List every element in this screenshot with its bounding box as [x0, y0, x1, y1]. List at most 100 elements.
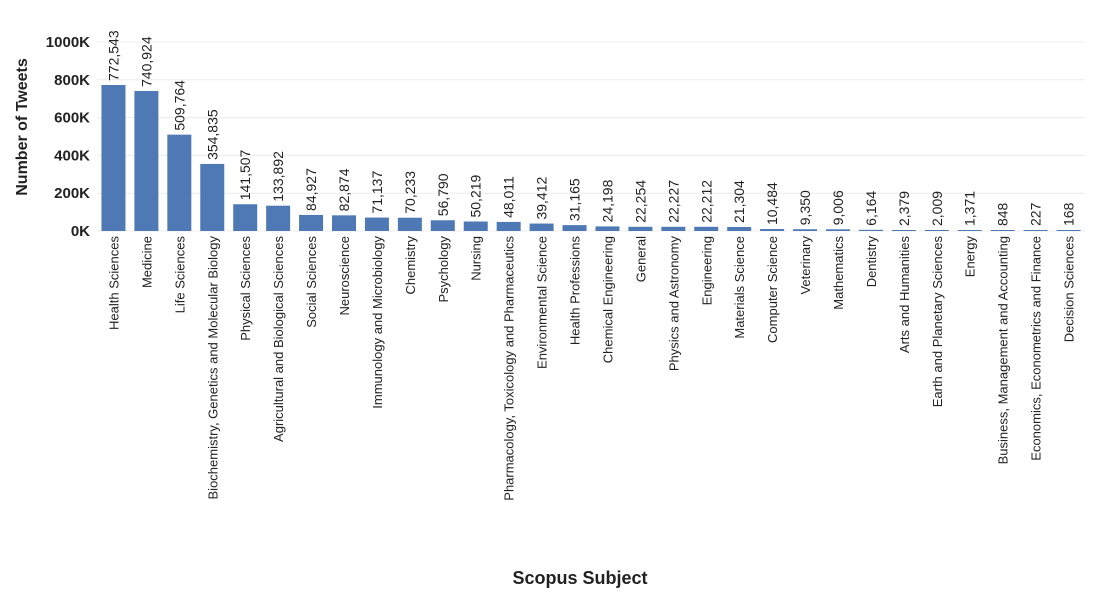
- value-labels: 772,543 740,924 509,764 354,835 141,507 133,8…: [105, 30, 1076, 226]
- gridlines: [97, 41, 1085, 232]
- bar-value-label: 48,011: [501, 176, 517, 218]
- bar-value-label: 1,371: [962, 191, 978, 226]
- category-label: Energy: [963, 236, 978, 278]
- category-label: Computer Science: [765, 236, 780, 343]
- category-label: Medicine: [139, 236, 154, 288]
- bar: [463, 221, 488, 231]
- category-label: Social Sciences: [304, 236, 319, 328]
- bar-value-label: 22,212: [698, 180, 714, 223]
- y-tick-label: 200K: [54, 185, 90, 202]
- bar-value-label: 70,233: [402, 171, 418, 214]
- bar-value-label: 6,164: [863, 191, 879, 226]
- bar-value-label: 848: [995, 202, 1011, 226]
- bar: [134, 90, 159, 231]
- bar: [167, 134, 192, 231]
- bar: [694, 226, 719, 231]
- bar: [727, 226, 752, 231]
- category-label: Nursing: [469, 236, 484, 281]
- bar: [858, 229, 883, 231]
- bar: [397, 217, 422, 231]
- category-label: Pharmacology, Toxicology and Pharmaceuti…: [502, 236, 517, 501]
- bar-value-label: 9,350: [797, 190, 813, 225]
- bar-value-label: 133,892: [270, 151, 286, 202]
- bar: [793, 229, 818, 231]
- bar: [661, 226, 686, 231]
- category-label: Mathematics: [831, 236, 846, 310]
- y-tick-label: 1000K: [46, 34, 90, 51]
- x-axis-title: Scopus Subject: [512, 568, 647, 588]
- bar: [266, 205, 291, 231]
- bar-value-label: 31,165: [567, 178, 583, 221]
- category-label: Earth and Planetary Sciences: [930, 236, 945, 408]
- bar-value-label: 39,412: [534, 177, 550, 220]
- bar-value-label: 82,874: [336, 168, 352, 211]
- bar-value-label: 168: [1061, 202, 1077, 226]
- bar-value-label: 509,764: [171, 80, 187, 131]
- bar: [990, 230, 1015, 231]
- y-tick-label: 800K: [54, 72, 90, 89]
- bar: [957, 230, 982, 231]
- y-tick-label: 600K: [54, 110, 90, 127]
- category-label: Engineering: [699, 236, 714, 305]
- category-label: Chemical Engineering: [600, 236, 615, 363]
- bar-value-label: 9,006: [830, 190, 846, 225]
- bar-value-label: 2,379: [896, 191, 912, 226]
- bar: [233, 204, 258, 231]
- bar: [332, 215, 356, 231]
- bar: [529, 223, 554, 231]
- bars: [101, 84, 1081, 231]
- bar: [760, 229, 785, 231]
- category-label: Business, Management and Accounting: [996, 236, 1011, 464]
- category-label: Economics, Econometrics and Finance: [1029, 236, 1044, 461]
- category-label: Chemistry: [403, 236, 418, 295]
- category-label: Environmental Science: [535, 236, 550, 369]
- category-label: Psychology: [436, 236, 451, 303]
- bar-value-label: 354,835: [204, 109, 220, 160]
- category-label: Physics and Astronomy: [666, 236, 681, 372]
- bar: [200, 163, 225, 231]
- bar: [430, 220, 455, 231]
- y-tick-label: 400K: [54, 147, 90, 164]
- category-label: Immunology and Microbiology: [370, 236, 385, 409]
- category-label: Arts and Humanities: [897, 236, 912, 354]
- bar: [891, 230, 916, 231]
- category-label: Health Professions: [568, 236, 583, 346]
- category-label: Health Sciences: [106, 236, 121, 330]
- bar-value-label: 56,790: [435, 173, 451, 216]
- category-labels: Health Sciences Medicine Life Sciences Bioc…: [106, 236, 1076, 501]
- bar: [628, 226, 653, 231]
- bar-value-label: 24,198: [599, 179, 615, 222]
- category-label: Neuroscience: [337, 236, 352, 316]
- bar-value-label: 2,009: [929, 191, 945, 226]
- bar: [924, 230, 949, 231]
- bar: [1023, 230, 1048, 231]
- bar-value-label: 50,219: [468, 174, 484, 217]
- category-label: Veterinary: [798, 236, 813, 295]
- bar-value-label: 141,507: [237, 149, 253, 200]
- bar-value-label: 84,927: [303, 168, 319, 211]
- category-label: Biochemistry, Genetics and Molecular Bio…: [205, 236, 220, 500]
- bar: [562, 225, 587, 231]
- bar-value-label: 22,227: [665, 180, 681, 223]
- bar: [299, 214, 324, 231]
- category-label: Agricultural and Biological Sciences: [271, 236, 286, 442]
- bar-value-label: 740,924: [138, 36, 154, 87]
- bar: [1056, 230, 1081, 231]
- bar: [595, 226, 620, 231]
- bar-value-label: 21,304: [731, 180, 747, 223]
- bar-value-label: 71,137: [369, 171, 385, 214]
- y-axis-ticks: 0K 200K 400K 600K 800K 1000K: [46, 34, 90, 240]
- bar: [101, 84, 126, 231]
- category-label: Dentistry: [864, 236, 879, 288]
- bar: [826, 229, 850, 231]
- category-label: General: [633, 236, 648, 282]
- bar: [496, 221, 521, 231]
- y-axis-title: Number of Tweets: [14, 58, 31, 196]
- bar-value-label: 22,254: [632, 180, 648, 223]
- bar-value-label: 227: [1028, 202, 1044, 226]
- category-label: Physical Sciences: [238, 236, 253, 341]
- bar: [364, 217, 389, 231]
- y-tick-label: 0K: [71, 223, 90, 240]
